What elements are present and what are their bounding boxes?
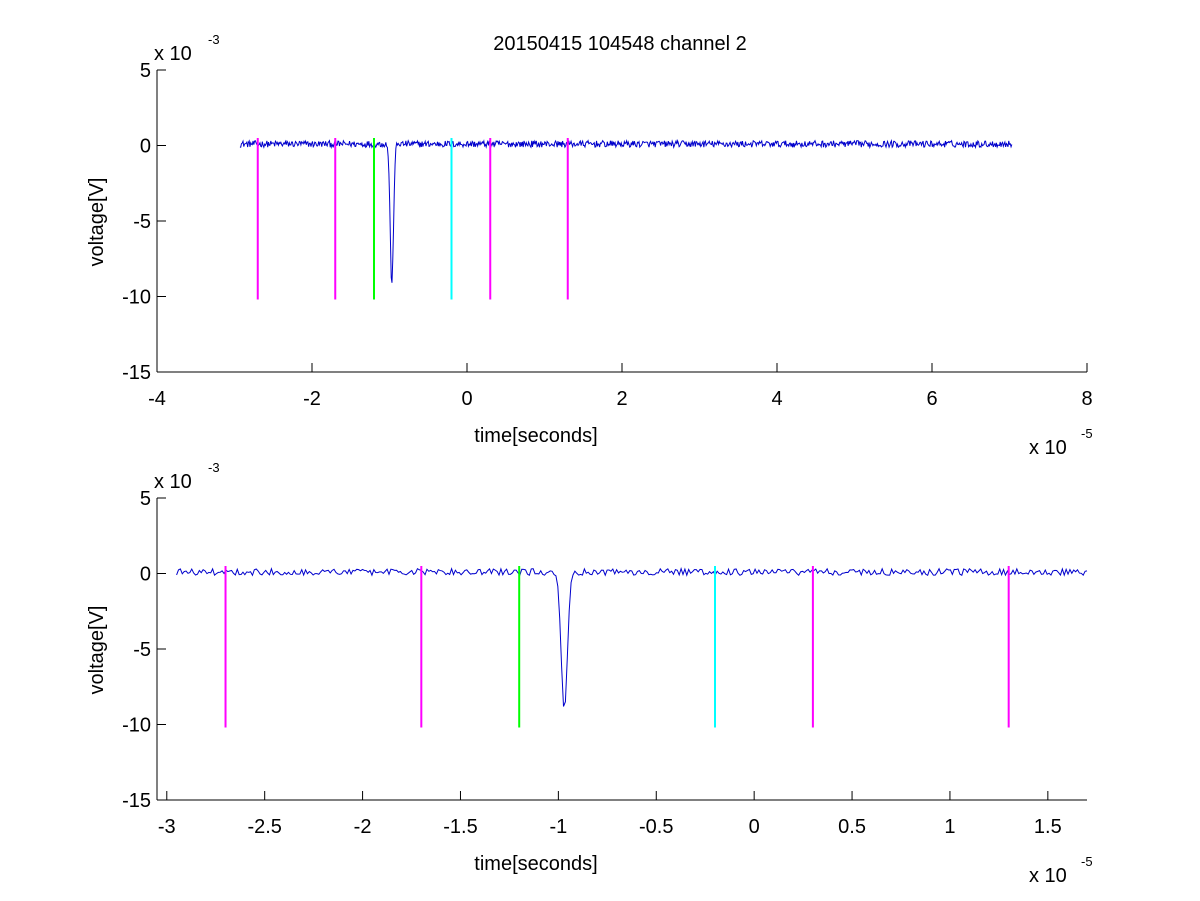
x-multiplier-exponent: -5 [1081, 426, 1093, 441]
chart-panel-zoom: 5 0 -5 -10 -15 -3 -2.5 -2 -1.5 -1 -0.5 0 0.5 1 1.5 time… [86, 460, 1093, 887]
x-tick-label: -1 [549, 816, 567, 838]
x-axis-label: time[seconds] [474, 425, 597, 447]
y-multiplier-label: x 10 [154, 43, 192, 65]
x-tick-label: -2 [354, 816, 372, 838]
x-tick-label: -2 [303, 388, 321, 410]
signal-trace [239, 138, 1013, 283]
x-tick-label: 0.5 [838, 816, 866, 838]
x-tick-label: 4 [771, 388, 782, 410]
x-tick-label: 1.5 [1034, 816, 1062, 838]
y-tick-label: 5 [140, 488, 151, 510]
y-axis-label: voltage[V] [86, 606, 108, 695]
y-tick-label: -5 [133, 211, 151, 233]
x-tick-label: 0 [749, 816, 760, 838]
y-multiplier-label: x 10 [154, 471, 192, 493]
x-tick-label: 6 [926, 388, 937, 410]
y-tick-label: -15 [122, 790, 151, 812]
x-tick-label: 0 [461, 388, 472, 410]
x-tick-label: -3 [158, 816, 176, 838]
x-axis-label: time[seconds] [474, 853, 597, 875]
y-multiplier-exponent: -3 [208, 460, 220, 475]
y-tick-label: 5 [140, 60, 151, 82]
figure-title: 20150415 104548 channel 2 [493, 33, 747, 55]
y-tick-label: -10 [122, 715, 151, 737]
chart-panel-overview: 5 0 -5 -10 -15 -4 -2 0 2 4 6 8 time[seconds] voltage[… [86, 32, 1093, 459]
y-multiplier-exponent: -3 [208, 32, 220, 47]
x-tick-label: -2.5 [247, 816, 281, 838]
y-tick-label: -10 [122, 287, 151, 309]
x-tick-label: -0.5 [639, 816, 673, 838]
y-tick-label: -5 [133, 639, 151, 661]
y-tick-label: 0 [140, 564, 151, 586]
x-multiplier-exponent: -5 [1081, 854, 1093, 869]
x-tick-label: 2 [616, 388, 627, 410]
x-multiplier-label: x 10 [1029, 437, 1067, 459]
y-tick-label: -15 [122, 362, 151, 384]
signal-trace [176, 567, 1088, 707]
x-tick-label: 1 [944, 816, 955, 838]
y-axis-label: voltage[V] [86, 178, 108, 267]
y-tick-label: 0 [140, 136, 151, 158]
x-tick-label: -4 [148, 388, 166, 410]
x-tick-label: -1.5 [443, 816, 477, 838]
x-tick-label: 8 [1081, 388, 1092, 410]
x-multiplier-label: x 10 [1029, 865, 1067, 887]
